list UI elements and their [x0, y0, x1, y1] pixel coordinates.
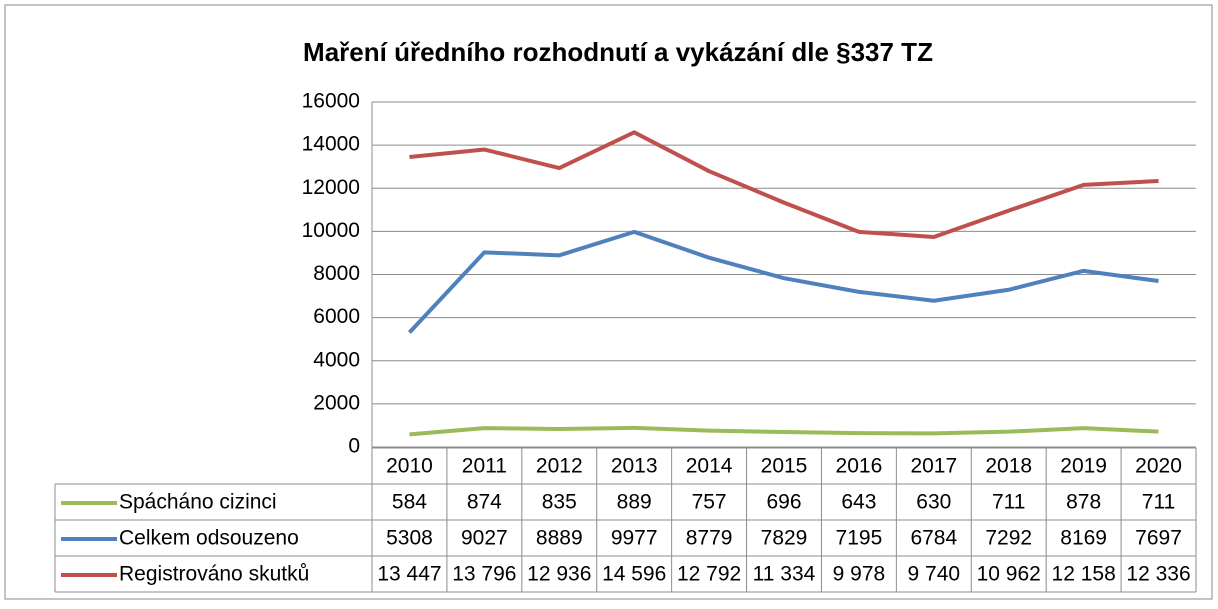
table-value: 12 158	[1052, 563, 1116, 586]
legend-label: Celkem odsouzeno	[119, 527, 299, 550]
y-tick-label: 0	[348, 435, 360, 458]
table-value: 696	[766, 491, 801, 514]
chart-border	[4, 4, 1213, 600]
table-value: 9 740	[908, 563, 961, 586]
x-tick-label: 2014	[686, 455, 733, 478]
legend-label: Registrováno skutků	[119, 563, 309, 586]
table-value: 874	[467, 491, 502, 514]
table-value: 5308	[386, 527, 433, 550]
table-value: 12 792	[677, 563, 741, 586]
table-value: 711	[1142, 491, 1175, 514]
x-tick-label: 2010	[386, 455, 433, 478]
y-tick-label: 14000	[302, 133, 360, 156]
table-value: 7697	[1135, 527, 1182, 550]
table-value: 878	[1066, 491, 1101, 514]
table-value: 13 447	[377, 563, 441, 586]
x-tick-label: 2015	[761, 455, 808, 478]
table-value: 12 936	[527, 563, 591, 586]
x-tick-label: 2013	[611, 455, 658, 478]
table-value: 14 596	[602, 563, 666, 586]
x-tick-label: 2012	[536, 455, 583, 478]
y-tick-label: 16000	[302, 90, 360, 113]
chart-title: Maření úředního rozhodnutí a vykázání dl…	[303, 37, 933, 67]
x-tick-label: 2011	[462, 455, 507, 478]
table-value: 7292	[985, 527, 1032, 550]
table-value: 7195	[836, 527, 883, 550]
y-tick-label: 6000	[313, 305, 360, 328]
x-tick-label: 2018	[985, 455, 1032, 478]
x-tick-label: 2020	[1135, 455, 1182, 478]
table-value: 12 336	[1126, 563, 1190, 586]
table-value: 889	[617, 491, 652, 514]
table-value: 630	[916, 491, 951, 514]
y-tick-label: 12000	[302, 176, 360, 199]
table-value: 8779	[686, 527, 733, 550]
table-value: 9027	[461, 527, 508, 550]
table-value: 6784	[910, 527, 957, 550]
y-tick-label: 8000	[313, 262, 360, 285]
table-value: 8889	[536, 527, 583, 550]
y-tick-label: 4000	[313, 348, 360, 371]
table-value: 7829	[761, 527, 808, 550]
legend-label: Spácháno cizinci	[119, 491, 277, 514]
table-value: 584	[392, 491, 427, 514]
table-value: 643	[841, 491, 876, 514]
table-value: 10 962	[977, 563, 1041, 586]
y-tick-label: 2000	[313, 391, 360, 414]
table-value: 8169	[1060, 527, 1107, 550]
table-value: 9 978	[833, 563, 886, 586]
x-tick-label: 2016	[836, 455, 883, 478]
x-tick-label: 2019	[1060, 455, 1107, 478]
x-tick-label: 2017	[910, 455, 957, 478]
series-line	[409, 130, 1159, 239]
table-value: 13 796	[452, 563, 516, 586]
table-value: 711	[992, 491, 1025, 514]
table-value: 835	[542, 491, 577, 514]
y-tick-label: 10000	[302, 219, 360, 242]
table-value: 9977	[611, 527, 658, 550]
series-line	[409, 425, 1159, 437]
table-value: 11 334	[753, 563, 816, 586]
series-line	[407, 229, 1159, 334]
table-value: 757	[692, 491, 727, 514]
